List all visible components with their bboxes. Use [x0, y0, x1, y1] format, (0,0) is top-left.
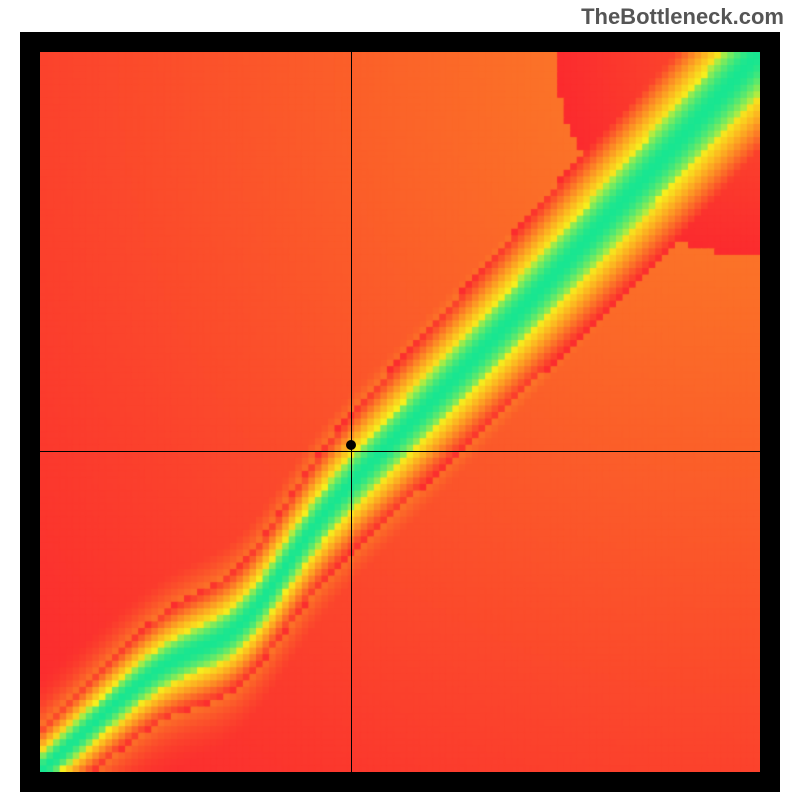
watermark-text: TheBottleneck.com: [581, 4, 784, 30]
marker-point: [346, 440, 356, 450]
heatmap-canvas: [40, 52, 760, 772]
crosshair-horizontal: [40, 451, 760, 452]
chart-container: TheBottleneck.com: [0, 0, 800, 800]
crosshair-vertical: [351, 52, 352, 772]
